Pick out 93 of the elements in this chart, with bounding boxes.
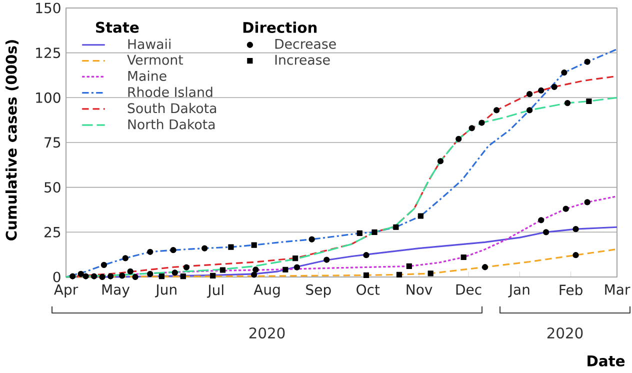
y-tick-label: 50 (44, 182, 60, 193)
y-tick-label: 25 (44, 226, 60, 238)
legend-label: Decrease (275, 39, 336, 49)
point (584, 58, 590, 65)
point (428, 270, 434, 276)
point (122, 255, 128, 262)
point (372, 229, 378, 235)
point (251, 272, 258, 278)
point (406, 263, 412, 270)
point (228, 244, 234, 250)
point (584, 199, 590, 206)
point (292, 256, 298, 262)
point (478, 120, 485, 126)
point (526, 107, 533, 114)
point (294, 264, 300, 270)
text: 2020 (547, 327, 583, 339)
point (82, 273, 89, 280)
x-tick-label: Nov (406, 284, 432, 295)
point (282, 266, 288, 272)
point (363, 252, 370, 258)
point (437, 158, 444, 164)
legend-label: Rhode Island (128, 86, 212, 98)
point (158, 273, 164, 280)
point (180, 273, 186, 280)
annotation: Direction (243, 22, 317, 34)
point (363, 272, 370, 278)
point (324, 256, 330, 263)
x-tick-label: Aug (254, 284, 280, 298)
point (542, 229, 550, 236)
point (393, 224, 399, 230)
point (551, 84, 558, 90)
point (564, 100, 571, 106)
point (147, 248, 154, 255)
x-axis-title: Date (588, 356, 625, 366)
legend-label: Vermont (127, 54, 184, 65)
y-tick-label: 150 (36, 2, 60, 14)
point (107, 273, 114, 280)
x-tick-label: Oct (356, 284, 380, 295)
point (220, 267, 226, 273)
text: 2020 (249, 327, 285, 339)
point (482, 264, 488, 270)
point (90, 273, 98, 280)
point (99, 274, 106, 280)
point (127, 268, 134, 274)
x-tick-label: Jul (206, 284, 224, 298)
point (572, 252, 579, 258)
point (202, 245, 208, 252)
point (183, 264, 190, 270)
point (396, 272, 402, 278)
point (170, 247, 176, 254)
point (456, 136, 462, 142)
x-tick-label: May (102, 284, 130, 298)
legend-label: North Dakota (128, 119, 215, 130)
x-tick-label: Mar (605, 284, 630, 295)
point (119, 272, 126, 279)
point (251, 242, 257, 248)
y-tick-label: 100 (36, 92, 60, 103)
point (308, 236, 315, 242)
x-tick-label: Jan (508, 284, 530, 298)
point (586, 98, 592, 104)
point (494, 107, 500, 114)
point (252, 266, 259, 273)
y-tick-label: 0 (53, 272, 60, 282)
point (356, 230, 362, 236)
point (526, 91, 533, 98)
point (210, 272, 216, 279)
x-tick-label: Feb (560, 284, 582, 296)
point (70, 273, 76, 280)
y-tick-label: 125 (36, 48, 60, 58)
point (172, 270, 178, 276)
point (132, 274, 138, 280)
x-tick-label: Dec (456, 284, 482, 295)
legend-label: Maine (128, 70, 166, 81)
point (460, 254, 466, 260)
point (418, 213, 424, 219)
x-tick-label: Jun (154, 284, 176, 298)
y-axis-title: Cumulative cases (000s) (5, 40, 19, 240)
x-tick-label: Sep (306, 284, 331, 298)
point (468, 125, 475, 132)
point (561, 69, 568, 76)
point (562, 206, 569, 212)
point (572, 226, 579, 232)
legend-label: Increase (275, 54, 330, 65)
point (147, 270, 154, 278)
point (538, 217, 544, 224)
x-tick-label: Apr (54, 284, 78, 298)
point (100, 262, 108, 268)
legend-label: Hawaii (128, 38, 170, 50)
legend-title: State (96, 22, 139, 33)
point (538, 87, 544, 94)
point (78, 270, 84, 278)
y-tick-label: 75 (44, 137, 60, 148)
legend-label: South Dakota (128, 102, 216, 114)
